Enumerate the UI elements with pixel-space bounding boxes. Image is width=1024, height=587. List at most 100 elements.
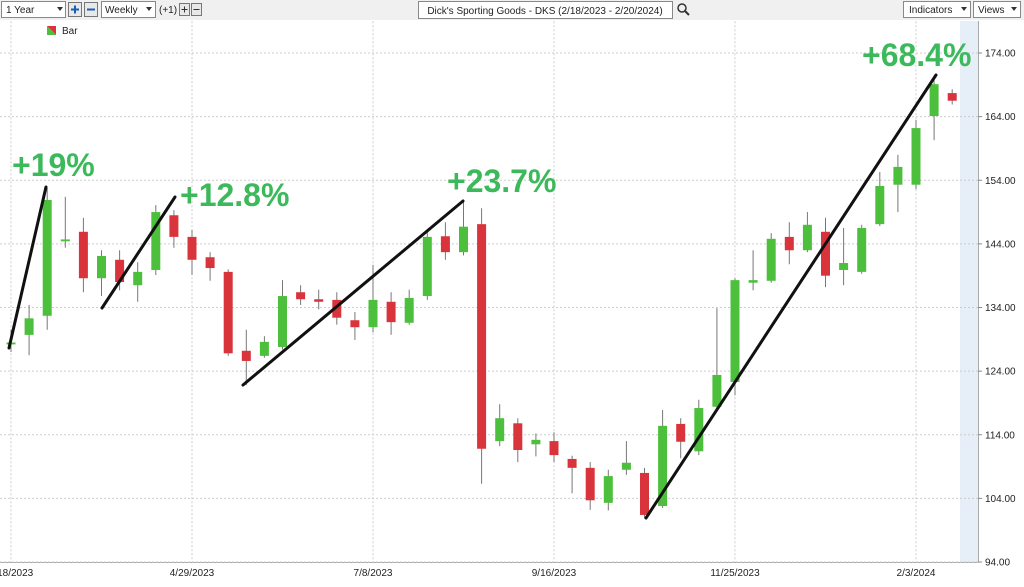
candle-body xyxy=(459,226,468,253)
candle-body xyxy=(368,299,378,328)
candle-body xyxy=(911,128,921,185)
candle-body xyxy=(875,185,885,225)
candle-body xyxy=(676,423,686,442)
candle-body xyxy=(78,231,88,279)
candle-body xyxy=(531,439,541,445)
dropdown-arrow xyxy=(146,7,152,11)
y-tick-label: 154.00 xyxy=(985,176,1016,187)
candle-body xyxy=(241,350,251,361)
candle-body xyxy=(278,296,287,347)
candle-body xyxy=(712,374,722,407)
candle-body xyxy=(857,227,867,272)
candle-body xyxy=(350,320,360,328)
candle-body xyxy=(621,462,631,470)
x-tick-label: 2/18/2023 xyxy=(0,568,34,579)
dropdown-arrow xyxy=(1011,7,1017,11)
annotation: +12.8% xyxy=(180,177,289,213)
candle-body xyxy=(296,292,306,300)
candle-body xyxy=(259,341,269,356)
candle-body xyxy=(766,238,776,281)
annotation: +19% xyxy=(12,147,95,183)
candle-body xyxy=(947,93,957,101)
candle-body xyxy=(223,271,233,354)
views-text: Views xyxy=(978,5,1005,16)
range-text: 1 Year xyxy=(6,5,35,16)
candle-body xyxy=(42,199,52,316)
dropdown-arrow xyxy=(961,7,967,11)
y-tick-label: 124.00 xyxy=(985,367,1016,378)
candle-body xyxy=(115,259,125,283)
candle-body xyxy=(404,297,414,323)
candle-body xyxy=(205,257,215,269)
x-tick-label: 4/29/2023 xyxy=(170,568,215,579)
candle-body xyxy=(133,271,143,286)
candle-body xyxy=(603,476,613,503)
trend-line xyxy=(100,195,177,310)
candle-body xyxy=(730,280,740,382)
candle-body xyxy=(658,425,668,507)
search-icon[interactable] xyxy=(677,3,687,13)
annotation: +68.4% xyxy=(862,37,971,73)
symbol-box[interactable] xyxy=(418,1,673,19)
candle-body xyxy=(386,301,396,323)
candle-body xyxy=(495,418,505,442)
y-tick-label: 134.00 xyxy=(985,303,1016,314)
trend-line xyxy=(7,185,48,350)
candle-body xyxy=(585,467,595,501)
y-tick-label: 94.00 xyxy=(985,558,1010,569)
y-tick-label: 174.00 xyxy=(985,49,1016,60)
candle-body xyxy=(97,255,106,279)
indicators-text: Indicators xyxy=(909,5,952,16)
candle-body xyxy=(839,262,849,270)
plot xyxy=(0,21,982,563)
candle-body xyxy=(422,236,432,297)
candle-body xyxy=(893,166,903,185)
search-icon-handle xyxy=(684,10,690,16)
y-tick-label: 144.00 xyxy=(985,239,1016,250)
candle-body xyxy=(60,239,70,242)
candle-body xyxy=(477,224,487,449)
candle-body xyxy=(151,212,161,270)
x-tick-label: 9/16/2023 xyxy=(532,568,577,579)
plus-icon xyxy=(181,6,188,13)
candle-body xyxy=(802,224,812,251)
candle-body xyxy=(640,472,649,515)
candle-body xyxy=(314,299,324,302)
candle-body xyxy=(187,236,197,260)
candle-body xyxy=(821,231,830,276)
candle-body xyxy=(332,299,342,318)
candle-body xyxy=(929,84,939,116)
x-tick-label: 7/8/2023 xyxy=(354,568,393,579)
candle-body xyxy=(24,318,34,335)
x-tick-label: 11/25/2023 xyxy=(710,568,760,579)
y-tick-label: 164.00 xyxy=(985,112,1016,123)
x-tick-label: 2/3/2024 xyxy=(897,568,936,579)
interval-select[interactable] xyxy=(101,1,156,18)
legend-label: Bar xyxy=(62,26,78,37)
range-select[interactable] xyxy=(1,1,66,18)
trend-line xyxy=(644,73,938,520)
candle-body xyxy=(694,408,704,452)
legend-icon-up xyxy=(47,26,56,35)
trend-lines xyxy=(7,73,938,520)
future-area xyxy=(960,21,978,562)
candle-body xyxy=(784,236,794,251)
dropdown-arrow xyxy=(57,7,63,11)
y-tick-label: 114.00 xyxy=(985,430,1015,441)
views-menu[interactable] xyxy=(973,1,1021,18)
y-tick-label: 104.00 xyxy=(985,494,1016,505)
indicators-menu[interactable] xyxy=(903,1,971,18)
annotation: +23.7% xyxy=(447,163,556,199)
trend-line xyxy=(241,199,465,387)
plus-icon xyxy=(71,5,79,14)
candle-body xyxy=(440,236,450,253)
candle-body xyxy=(549,441,559,456)
candle-body xyxy=(567,458,577,468)
candle-body xyxy=(748,280,758,283)
candle-body xyxy=(513,423,523,451)
candle-body xyxy=(169,215,179,237)
symbol-text: Dick's Sporting Goods - DKS (2/18/2023 -… xyxy=(427,6,662,17)
offset-text: (+1) xyxy=(159,5,177,16)
